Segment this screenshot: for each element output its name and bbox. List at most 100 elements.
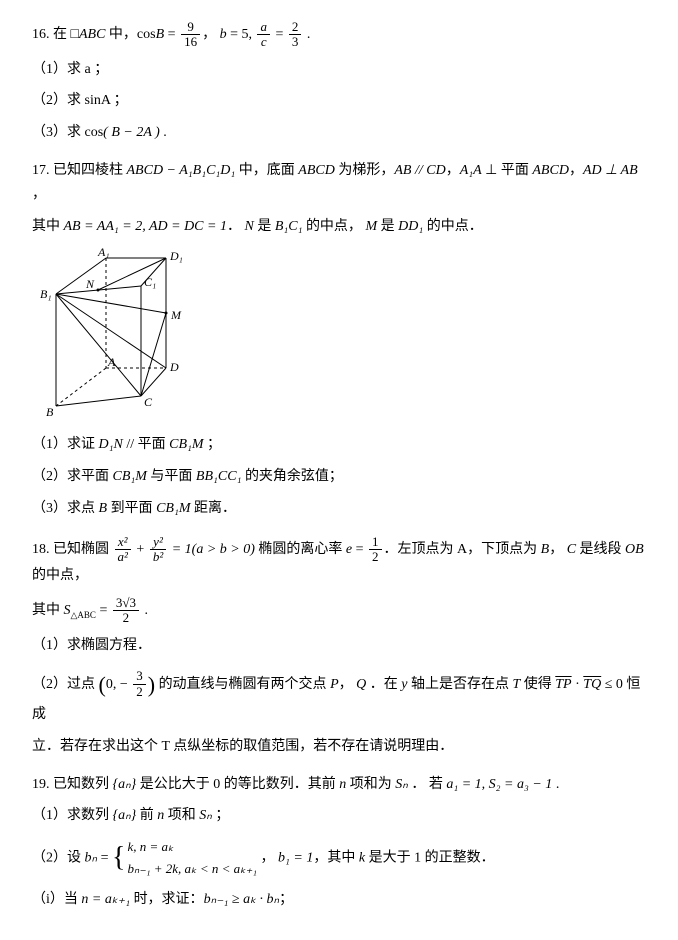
q18-p2: （2）过点 (0, − 32) 的动直线与椭圆有两个交点 P， Q ．在 y 轴… — [32, 666, 646, 727]
q18-stem: 18. 已知椭圆 x²a² + y²b² = 1(a > b > 0) 椭圆的离… — [32, 535, 646, 588]
den: b² — [150, 550, 166, 564]
text: 的中点， — [32, 568, 88, 583]
text: 已知数列 — [53, 777, 113, 792]
text: 是 — [254, 219, 275, 234]
den: 2 — [369, 550, 382, 564]
text: = 5, — [227, 27, 256, 42]
text: （2）设 — [32, 850, 85, 865]
num: 1 — [369, 535, 382, 550]
text: 前 — [136, 808, 157, 823]
text: 为梯形， — [335, 163, 395, 178]
text: · — [572, 676, 584, 691]
text: 与平面 — [147, 469, 196, 484]
pt: Q — [356, 676, 366, 691]
lbl-N: N — [85, 277, 95, 291]
text: 椭圆的离心率 — [255, 542, 346, 557]
den: 16 — [181, 35, 200, 49]
eq: AB = AA₁ = 2, AD = DC = 1 — [64, 219, 227, 234]
lbl-A1: A₁ — [97, 246, 110, 259]
text: 已知四棱柱 — [53, 163, 127, 178]
text: ， — [569, 163, 583, 178]
var-S: S — [64, 603, 71, 618]
vec-TQ: TQ — [583, 676, 601, 691]
lbl-D: D — [169, 360, 179, 374]
plane: CB₁M — [156, 501, 190, 516]
par: AB // CD — [394, 163, 445, 178]
num: 2 — [289, 20, 302, 35]
perp: AD ⊥ AB — [583, 163, 638, 178]
pt: P — [330, 676, 339, 691]
cond: = 1(a > b > 0) — [168, 542, 255, 557]
prism: ABCD − A₁B₁C₁D₁ — [127, 163, 236, 178]
prism-diagram: A₁ D₁ B₁ C₁ N M A D B C — [36, 246, 226, 421]
lbl-B1: B₁ — [40, 287, 52, 301]
text: ； — [212, 808, 230, 823]
text: = — [96, 603, 111, 618]
text: ．左顶点为 A，下顶点为 — [384, 542, 541, 557]
q18-p2-line2: 立．若存在求出这个 T 点纵坐标的取值范围，若不存在请说明理由． — [32, 735, 646, 759]
text: = — [272, 27, 287, 42]
text: （2）过点 — [32, 676, 99, 691]
base: ABCD — [298, 163, 335, 178]
frac-9-16: 916 — [181, 20, 200, 50]
text: （3）求 cos — [32, 125, 103, 140]
case-bot: bₙ₋₁ + 2k, aₖ < n < aₖ₊₁ — [127, 858, 257, 880]
den: 2 — [133, 685, 146, 699]
text: 其中 — [32, 219, 64, 234]
text: 到平面 — [107, 501, 156, 516]
plane: ABCD — [532, 163, 569, 178]
q19-pi: （i）当 n = aₖ₊₁ 时，求证：bₙ₋₁ ≥ aₖ · bₙ； — [32, 888, 646, 912]
var-Sn: Sₙ — [395, 777, 408, 792]
text: = — [97, 850, 112, 865]
frac-x2a2: x²a² — [115, 535, 131, 565]
q19-stem: 19. 已知数列 {aₙ} 是公比大于 0 的等比数列．其前 n 项和为 Sₙ … — [32, 773, 646, 797]
rparen: ) — [148, 672, 155, 697]
text: （3）求点 — [32, 501, 99, 516]
text: 时，求证： — [130, 892, 204, 907]
text: ， — [257, 850, 278, 865]
text: ， — [339, 676, 357, 691]
text: ， — [549, 542, 567, 557]
text: 的动直线与椭圆有两个交点 — [155, 676, 330, 691]
piecewise: k, n = aₖbₙ₋₁ + 2k, aₖ < n < aₖ₊₁ — [127, 836, 257, 880]
text: 中，底面 — [235, 163, 298, 178]
text: 是公比大于 0 的等比数列．其前 — [136, 777, 339, 792]
q17-line1: 17. 已知四棱柱 ABCD − A₁B₁C₁D₁ 中，底面 ABCD 为梯形，… — [32, 159, 646, 207]
den: 2 — [113, 611, 139, 625]
seg: OB — [625, 542, 644, 557]
seq: {aₙ} — [113, 777, 137, 792]
pt-N: N — [241, 219, 254, 234]
text: 轴上是否存在点 — [407, 676, 512, 691]
pt: B — [541, 542, 550, 557]
text: . — [303, 27, 310, 42]
text: . — [552, 777, 559, 792]
frac-3-2: 32 — [133, 669, 146, 699]
arg: ( B − 2A ) — [103, 125, 160, 140]
brace-icon: { — [112, 843, 125, 873]
frac-2-3: 23 — [289, 20, 302, 50]
text: ．在 — [366, 676, 401, 691]
num: 3 — [133, 669, 146, 684]
lbl-A: A — [107, 355, 116, 369]
frac-a-c: ac — [257, 20, 270, 50]
edge: A₁A — [460, 163, 482, 178]
text: // 平面 — [123, 437, 169, 452]
frac-half: 12 — [369, 535, 382, 565]
q16-stem: 16. 在 □ABC 中，cosB = 916， b = 5, ac = 23 … — [32, 20, 646, 50]
text: 的中点， — [302, 219, 365, 234]
num: 9 — [181, 20, 200, 35]
text: 的中点． — [423, 219, 483, 234]
plane: BB₁CC₁ — [196, 469, 242, 484]
text: 项和 — [164, 808, 199, 823]
q17-line2: 其中 AB = AA₁ = 2, AD = DC = 1． N 是 B₁C₁ 的… — [32, 215, 646, 239]
text: = — [352, 542, 367, 557]
q18-p1: （1）求椭圆方程． — [32, 634, 646, 658]
text: 距离． — [190, 501, 236, 516]
lbl-M: M — [170, 308, 182, 322]
pt: C — [567, 542, 576, 557]
text: ． — [227, 219, 241, 234]
text: ， — [32, 187, 46, 202]
ineq: bₙ₋₁ ≥ aₖ · bₙ — [204, 892, 280, 907]
lparen: ( — [99, 672, 106, 697]
num: y² — [150, 535, 166, 550]
